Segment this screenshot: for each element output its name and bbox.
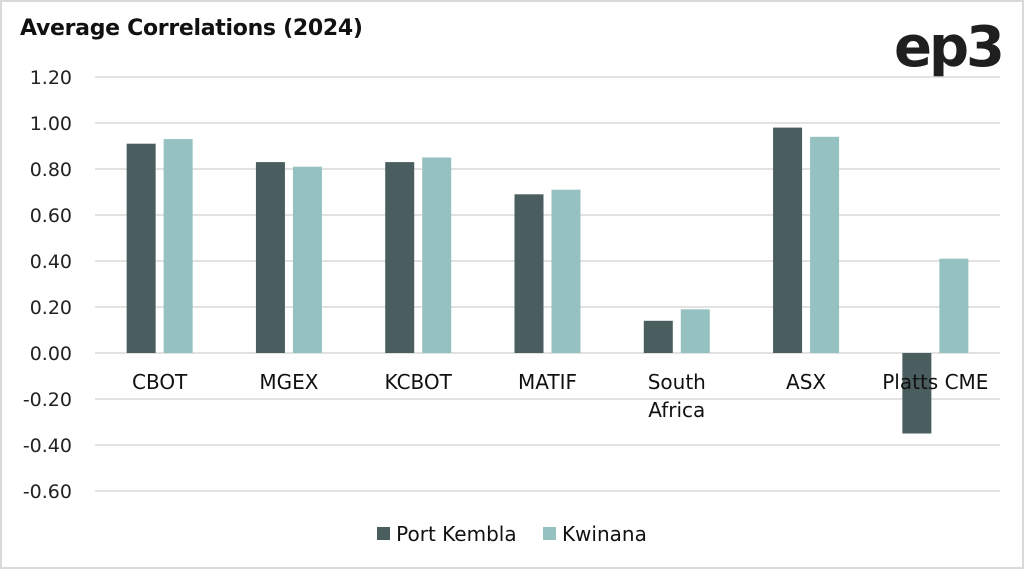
y-axis-ticks: 1.20 1.00 0.80 0.60 0.40 0.20 0.00 -0.20 -0.40 -0… — [23, 67, 72, 503]
bar-port-kembla-south-africa — [643, 320, 673, 353]
x-category-label: Africa — [648, 398, 705, 422]
bar-kwinana-matif — [551, 189, 581, 353]
ep3-logo: ep3 — [893, 15, 1005, 80]
y-tick-label: 0.40 — [30, 251, 72, 273]
y-tick-label: 0.20 — [30, 297, 72, 319]
bar-kwinana-platts-cme — [939, 258, 969, 353]
y-tick-label: 1.20 — [30, 67, 72, 89]
legend-item-kwinana: Kwinana — [542, 521, 647, 546]
x-category-label: MATIF — [518, 370, 577, 394]
legend-swatch-kwinana — [542, 527, 556, 540]
legend-label-kwinana: Kwinana — [561, 521, 647, 546]
x-category-label: ASX — [786, 370, 826, 394]
bar-port-kembla-matif — [514, 194, 544, 353]
x-category-label: MGEX — [259, 370, 318, 394]
bar-port-kembla-cbot — [126, 143, 156, 353]
y-tick-label: -0.40 — [23, 435, 72, 457]
y-tick-label: 1.00 — [30, 113, 72, 135]
bar-kwinana-south-africa — [680, 309, 710, 353]
y-tick-label: 0.00 — [30, 343, 72, 365]
bar-kwinana-asx — [810, 136, 840, 353]
bar-kwinana-mgex — [292, 166, 322, 353]
legend-swatch-port-kembla — [377, 527, 391, 540]
gridlines — [95, 76, 1000, 492]
x-axis-labels: CBOT MGEX KCBOT MATIF South Africa ASX Platts C… — [132, 370, 988, 422]
bars — [126, 127, 969, 434]
y-tick-label: -0.60 — [23, 481, 72, 503]
y-tick-label: 0.60 — [30, 205, 72, 227]
bar-port-kembla-kcbot — [385, 162, 415, 353]
y-tick-label: 0.80 — [30, 159, 72, 181]
bar-port-kembla-mgex — [255, 162, 285, 353]
legend-item-port-kembla: Port Kembla — [377, 521, 517, 546]
bar-port-kembla-platts-cme — [902, 353, 932, 434]
legend-label-port-kembla: Port Kembla — [396, 521, 517, 546]
y-tick-label: -0.20 — [23, 389, 72, 411]
x-category-label: South — [648, 370, 706, 394]
bar-kwinana-kcbot — [422, 157, 452, 353]
x-category-label: CBOT — [132, 370, 188, 394]
x-category-label: KCBOT — [385, 370, 453, 394]
bar-port-kembla-asx — [773, 127, 803, 353]
x-category-label: Platts CME — [882, 370, 988, 394]
chart-title: Average Correlations (2024) — [20, 16, 363, 41]
legend: Port Kembla Kwinana — [0, 521, 1024, 546]
bar-kwinana-cbot — [163, 139, 193, 353]
